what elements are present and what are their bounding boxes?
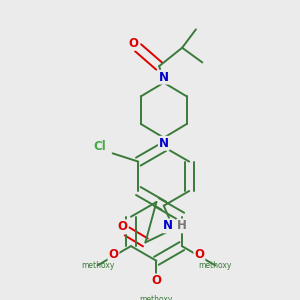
Text: N: N (164, 219, 173, 232)
Text: O: O (152, 274, 161, 287)
Text: N: N (159, 70, 169, 84)
Text: methoxy: methoxy (140, 295, 173, 300)
Text: O: O (109, 248, 118, 261)
Text: N: N (159, 137, 169, 150)
Text: Cl: Cl (93, 140, 106, 153)
Text: H: H (177, 219, 187, 232)
Text: O: O (128, 37, 139, 50)
Text: methoxy: methoxy (81, 261, 114, 270)
Text: O: O (194, 248, 204, 261)
Text: methoxy: methoxy (199, 261, 232, 270)
Text: O: O (118, 220, 128, 233)
